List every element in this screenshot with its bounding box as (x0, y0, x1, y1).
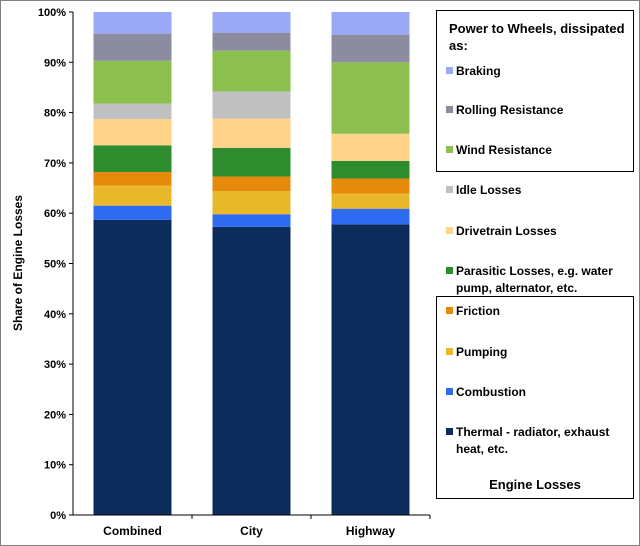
bar-segment-combined-parasitic-losses-e-g-water-pump-alternator-etc (93, 145, 172, 172)
legend-label: Rolling Resistance (456, 103, 564, 117)
bar-segment-combined-pumping (93, 185, 172, 206)
bar-segment-highway-parasitic-losses-e-g-water-pump-alternator-etc (331, 160, 410, 179)
bar-segment-highway-braking (331, 12, 410, 35)
legend-swatch (446, 146, 453, 153)
legend-label: Braking (456, 64, 501, 78)
legend-engine-losses: Engine Losses (436, 296, 634, 499)
bar-segment-city-idle-losses (212, 91, 291, 119)
bar-segment-highway-wind-resistance (331, 62, 410, 134)
legend-top-title: Power to Wheels, dissipated as: (449, 21, 625, 53)
legend-label: Idle Losses (456, 183, 522, 197)
bar-segment-highway-combustion (331, 208, 410, 225)
legend-label: Thermal - radiator, exhaust heat, etc. (456, 425, 610, 456)
legend-label: Wind Resistance (456, 143, 552, 157)
bar-segment-highway-friction (331, 178, 410, 194)
bar-segment-highway-rolling-resistance (331, 34, 410, 63)
bar-segment-combined-wind-resistance (93, 60, 172, 104)
y-tick-label: 0% (50, 510, 66, 522)
bar-segment-combined-rolling-resistance (93, 33, 172, 61)
legend-swatch (446, 227, 453, 234)
x-category-label: Combined (103, 524, 162, 538)
bar-segment-combined-braking (93, 12, 172, 34)
x-category-label: City (240, 524, 263, 538)
y-tick-label: 40% (44, 309, 66, 321)
y-tick-label: 70% (44, 158, 66, 170)
legend-label: Parasitic Losses, e.g. water pump, alter… (456, 264, 613, 295)
bar-segment-city-wind-resistance (212, 50, 291, 92)
legend-bottom-title: Engine Losses (489, 477, 581, 492)
legend-swatch (446, 307, 453, 314)
legend-swatch (446, 106, 453, 113)
legend-label: Pumping (456, 345, 508, 359)
bar-segment-city-rolling-resistance (212, 32, 291, 51)
legend-swatch (446, 428, 453, 435)
bar-segment-highway-pumping (331, 193, 410, 209)
y-tick-label: 50% (44, 259, 66, 271)
legend-swatch (446, 348, 453, 355)
y-tick-label: 80% (44, 108, 66, 120)
bar-segment-highway-thermal-radiator-exhaust-heat-etc (331, 224, 410, 516)
bar-segment-city-combustion (212, 214, 291, 227)
legend-swatch (446, 67, 453, 74)
bar-segment-combined-thermal-radiator-exhaust-heat-etc (93, 219, 172, 515)
bar-segment-highway-drivetrain-losses (331, 133, 410, 161)
bar-segment-city-braking (212, 12, 291, 33)
bar-segment-combined-idle-losses (93, 103, 172, 120)
bar-segment-city-pumping (212, 191, 291, 215)
bar-segment-city-friction (212, 176, 291, 192)
bar-segment-combined-drivetrain-losses (93, 119, 172, 146)
legend-swatch (446, 267, 453, 274)
bar-segment-city-drivetrain-losses (212, 118, 291, 148)
legend-label: Friction (456, 304, 500, 318)
legend-label: Drivetrain Losses (456, 224, 557, 238)
bar-segment-city-thermal-radiator-exhaust-heat-etc (212, 226, 291, 515)
y-tick-label: 10% (44, 460, 66, 472)
legend-label: Combustion (456, 385, 526, 399)
axes-group: 0% 10% 20% 30% 40% 50% 60% 70% 80% 90% 100% Combine… (38, 7, 431, 538)
legend-swatch (446, 388, 453, 395)
bar-segment-combined-friction (93, 171, 172, 186)
bar-segment-combined-combustion (93, 205, 172, 220)
bars-group (93, 12, 410, 516)
x-category-label: Highway (346, 524, 396, 538)
y-tick-label: 90% (44, 57, 66, 69)
y-axis-label: Share of Engine Losses (11, 195, 25, 331)
legend-power-to-wheels: Power to Wheels, dissipated as: (436, 10, 634, 172)
y-tick-label: 60% (44, 208, 66, 220)
bar-segment-city-parasitic-losses-e-g-water-pump-alternator-etc (212, 147, 291, 177)
y-tick-label: 30% (44, 359, 66, 371)
y-tick-label: 20% (44, 409, 66, 421)
y-tick-label: 100% (38, 7, 66, 19)
legend-swatch (446, 186, 453, 193)
